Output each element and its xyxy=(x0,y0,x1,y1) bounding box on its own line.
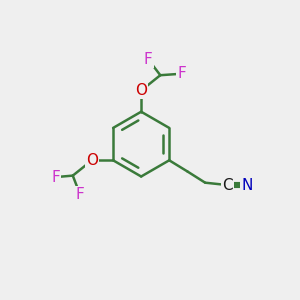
Text: C: C xyxy=(222,178,232,193)
Text: N: N xyxy=(242,178,253,193)
Text: O: O xyxy=(135,83,147,98)
Text: F: F xyxy=(144,52,152,67)
Text: F: F xyxy=(76,187,85,202)
Text: O: O xyxy=(86,153,98,168)
Text: F: F xyxy=(177,66,186,81)
Text: F: F xyxy=(51,169,60,184)
